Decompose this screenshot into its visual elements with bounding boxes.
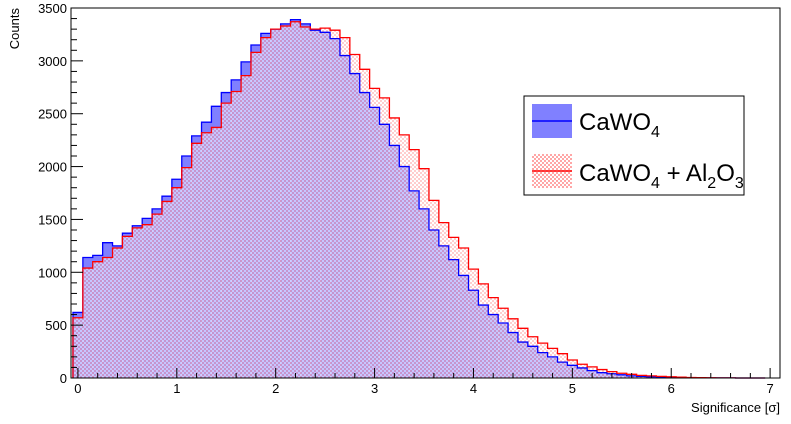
bar	[270, 29, 281, 378]
legend-label-cawo4-al2o3-sub1: 4	[651, 175, 660, 192]
bar	[419, 168, 430, 378]
series-0-outline	[72, 18, 766, 379]
svg-text:CaWO4: CaWO4	[579, 109, 660, 141]
bar	[547, 348, 558, 378]
bar	[498, 308, 509, 378]
bar	[122, 236, 133, 378]
bar	[478, 283, 489, 378]
bar	[250, 52, 262, 379]
bar	[300, 27, 311, 379]
bar	[132, 227, 143, 378]
bar	[92, 261, 103, 378]
series-1-outline	[72, 21, 766, 379]
legend-entry-cawo4: CaWO4	[532, 104, 660, 141]
y-tick-label: 3500	[38, 1, 67, 16]
y-tick-label: 500	[45, 318, 67, 333]
bar	[191, 143, 202, 378]
y-tick-label: 2500	[38, 107, 67, 122]
x-tick-label: 6	[668, 381, 675, 396]
bar	[211, 127, 222, 379]
bar	[438, 222, 450, 378]
bar	[616, 373, 628, 378]
bar	[468, 269, 479, 378]
bar	[339, 37, 351, 378]
bar	[527, 336, 539, 378]
bar	[508, 318, 519, 378]
y-tick-label: 0	[60, 371, 67, 386]
bar	[290, 21, 301, 379]
y-tick-label: 1500	[38, 212, 67, 227]
bar	[389, 117, 400, 378]
bar	[142, 224, 153, 378]
bar	[458, 247, 469, 378]
x-tick-label: 7	[766, 381, 773, 396]
legend-label-cawo4-sub: 4	[651, 124, 660, 141]
bar	[409, 149, 420, 378]
bar	[517, 328, 529, 378]
bar	[428, 200, 440, 378]
bar	[577, 364, 588, 378]
bar	[102, 257, 113, 378]
legend-label-cawo4-al2o3-sub2: 2	[707, 175, 716, 192]
svg-text:CaWO4 + Al2O3: CaWO4 + Al2O3	[579, 160, 744, 192]
x-tick-label: 5	[569, 381, 576, 396]
x-tick-label: 3	[371, 381, 378, 396]
bar	[349, 54, 361, 378]
bar	[181, 167, 192, 378]
bar	[330, 30, 341, 378]
y-axis-title: Counts	[7, 8, 22, 50]
bar	[82, 268, 94, 378]
bar	[112, 247, 123, 378]
bar	[399, 134, 410, 378]
legend-label-cawo4-al2o3-part2: O	[716, 160, 735, 187]
bar	[280, 25, 291, 378]
bar	[201, 132, 212, 378]
legend-entry-cawo4-al2o3: CaWO4 + Al2O3	[532, 154, 744, 192]
x-tick-label: 1	[173, 381, 180, 396]
bar	[448, 237, 459, 378]
bar	[587, 366, 598, 378]
y-tick-label: 3000	[38, 54, 67, 69]
bar	[72, 317, 84, 378]
series-layer	[72, 18, 766, 379]
legend-label-cawo4-al2o3-sub3: 3	[735, 175, 744, 192]
y-tick-label: 1000	[38, 265, 67, 280]
series-1	[72, 21, 736, 379]
plot-frame	[70, 7, 781, 379]
x-axis-title: Significance [σ]	[691, 400, 780, 415]
bar	[171, 187, 183, 378]
bar	[231, 91, 242, 378]
axis-layer: 0 1 2 3 4 5 6 7 0 500 1000 1500 2000 2500 3000 3500	[38, 1, 774, 396]
bar	[369, 88, 380, 378]
legend-label-cawo4: CaWO	[579, 109, 651, 136]
bar	[221, 103, 232, 378]
bar	[241, 75, 252, 378]
x-tick-label: 0	[74, 381, 81, 396]
legend: CaWO4 CaWO4 + Al2O3	[523, 95, 745, 196]
bar	[152, 214, 163, 378]
x-tick-label: 4	[470, 381, 477, 396]
bar	[557, 353, 568, 378]
y-tick-label: 2000	[38, 160, 67, 175]
bar	[310, 29, 321, 378]
bar	[359, 69, 370, 378]
x-tick-label: 2	[272, 381, 279, 396]
bar	[260, 37, 272, 378]
bar	[597, 369, 608, 378]
bar	[537, 343, 548, 378]
legend-label-cawo4-al2o3-part1: + Al	[660, 160, 707, 187]
bar	[488, 297, 499, 378]
legend-label-cawo4-al2o3: CaWO	[579, 160, 651, 187]
bar	[161, 201, 173, 378]
bar	[379, 97, 390, 379]
bar	[320, 28, 331, 379]
